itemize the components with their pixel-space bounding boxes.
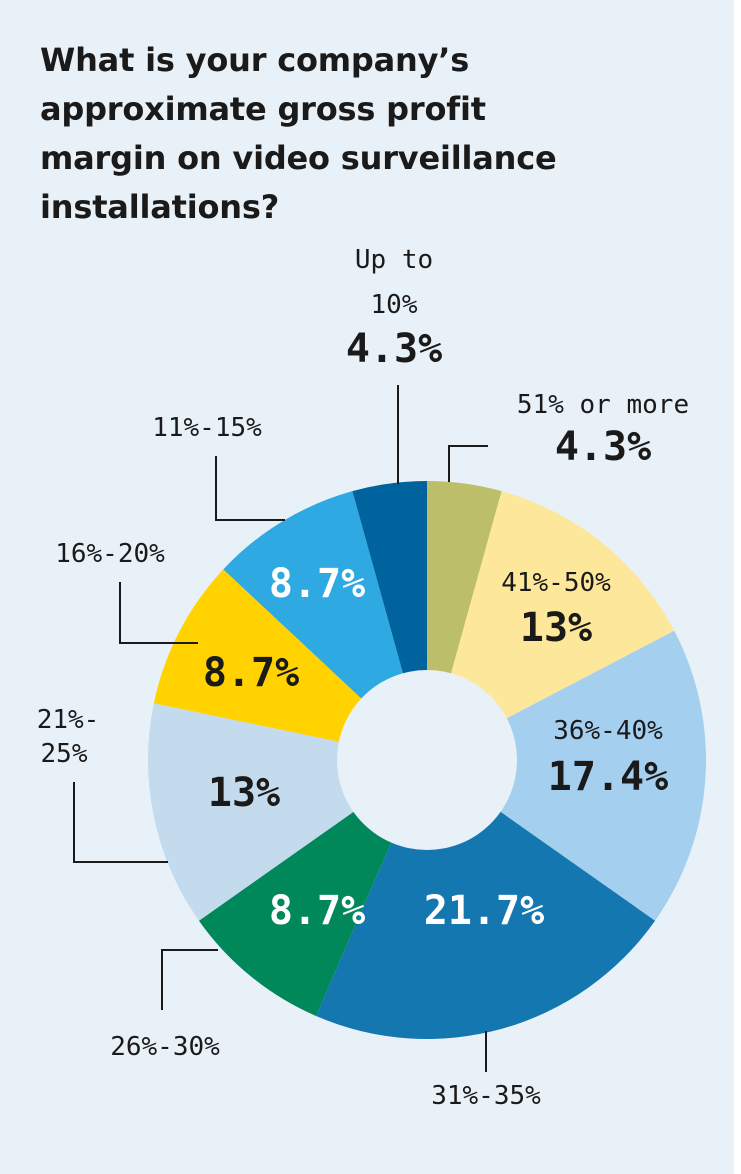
value-label-up-to-10: 4.3%	[346, 326, 442, 372]
category-label-51-or-more: 51% or more	[517, 390, 689, 420]
chart-title: What is your company’s approximate gross…	[40, 41, 557, 226]
value-label-41-50: 13%	[520, 605, 592, 651]
category-label-36-40: 36%-40%	[553, 716, 663, 746]
category-label-31-35: 31%-35%	[431, 1081, 541, 1111]
slice-41-50	[427, 491, 675, 760]
value-label-26-30: 8.7%	[269, 888, 365, 934]
leader-line-11-15	[215, 456, 285, 521]
category-label-41-50: 41%-50%	[501, 568, 611, 598]
labels-group: Up to 10% 4.3% 51% or more 4.3% 11%-15% …	[37, 245, 689, 1111]
value-label-11-15: 8.7%	[269, 561, 365, 607]
donut-hole	[337, 670, 517, 850]
category-label-26-30: 26%-30%	[110, 1032, 220, 1062]
value-label-36-40: 17.4%	[548, 754, 668, 800]
category-label-up-to-10-line2: 10%	[371, 290, 418, 320]
leader-line-16-20	[119, 582, 198, 644]
category-label-up-to-10-line1: Up to	[355, 245, 433, 275]
leader-lines-group	[73, 385, 488, 1072]
value-label-51-or-more: 4.3%	[555, 424, 651, 470]
value-label-16-20: 8.7%	[203, 650, 299, 696]
leader-line-51-or-more	[448, 445, 488, 482]
category-label-16-20: 16%-20%	[55, 539, 165, 569]
leader-line-21-25	[73, 782, 168, 863]
category-label-11-15: 11%-15%	[152, 413, 262, 443]
category-label-21-25-line1: 21%-	[37, 705, 100, 735]
value-label-31-35: 21.7%	[424, 888, 544, 934]
value-label-21-25: 13%	[208, 770, 280, 816]
slice-36-40	[427, 630, 707, 921]
leader-line-26-30	[161, 949, 218, 1010]
category-label-21-25-line2: 25%	[41, 739, 88, 769]
